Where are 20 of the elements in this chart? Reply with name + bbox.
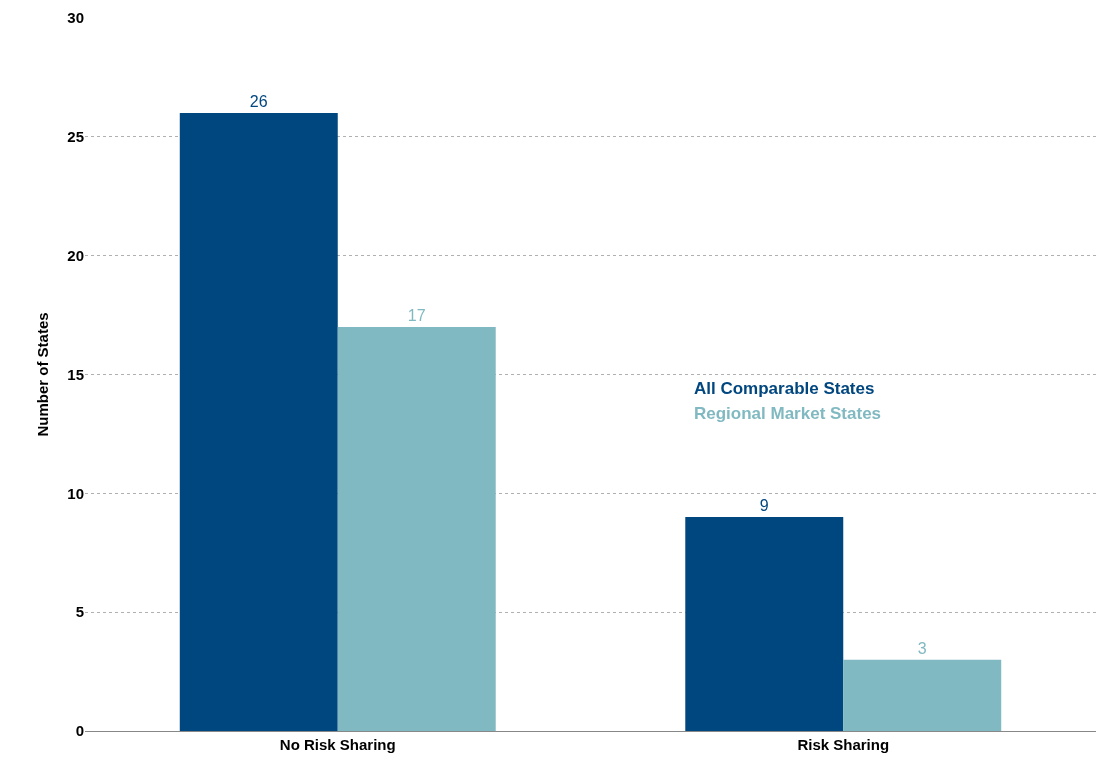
y-tick-label: 5	[75, 603, 84, 621]
y-tick-label: 30	[67, 9, 84, 27]
y-tick-label: 25	[67, 128, 84, 146]
bar	[179, 113, 338, 731]
y-tick-label: 10	[67, 484, 84, 502]
data-label: 17	[407, 306, 426, 324]
data-label: 3	[917, 639, 927, 657]
y-axis-title: Number of States	[33, 312, 51, 437]
x-tick-label: No Risk Sharing	[279, 736, 396, 753]
y-tick-label: 20	[67, 246, 84, 264]
bar	[337, 326, 496, 731]
data-label: 26	[249, 93, 268, 111]
bar	[685, 517, 844, 731]
x-tick-label: Risk Sharing	[797, 736, 890, 753]
text: All Comparable States	[694, 379, 875, 398]
text: Regional Market States	[694, 404, 882, 423]
bar	[843, 659, 1002, 731]
y-tick-label: 15	[67, 365, 84, 383]
data-label: 9	[759, 497, 769, 515]
y-tick-label: 0	[75, 722, 84, 740]
